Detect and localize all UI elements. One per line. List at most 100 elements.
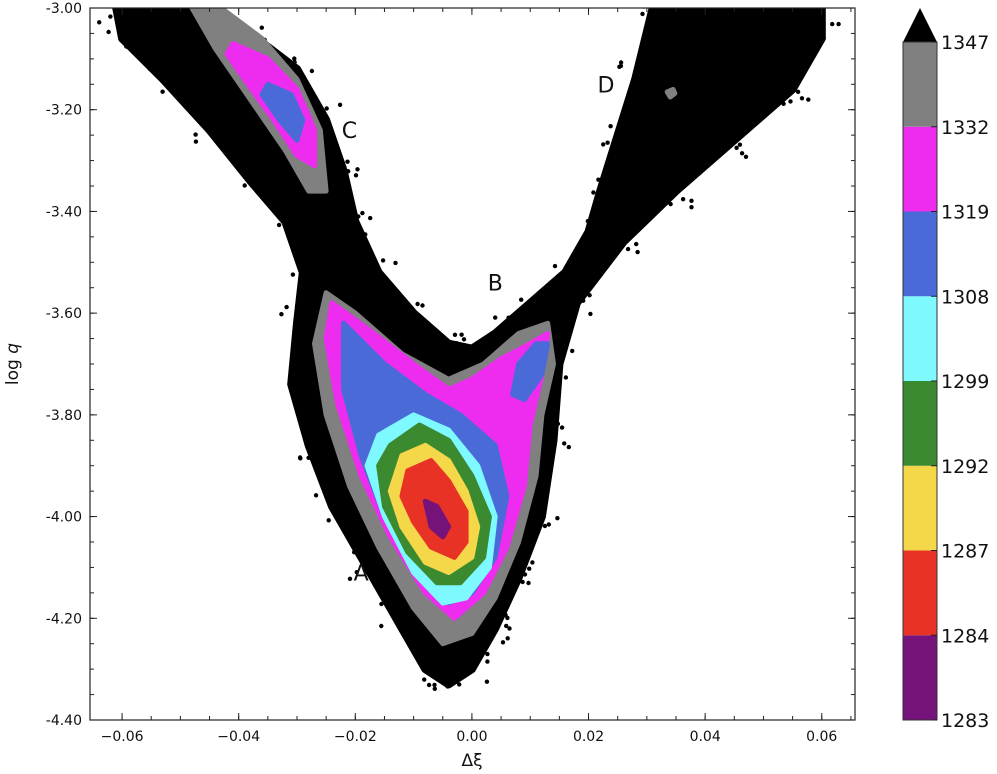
scatter-point: [544, 316, 550, 321]
scatter-point: [608, 124, 613, 129]
x-axis-label: Δξ: [461, 751, 482, 771]
colorbar-segment: [903, 126, 937, 212]
region-1308-1319: [259, 81, 306, 143]
scatter-point: [640, 90, 645, 95]
colorbar-segment: [903, 550, 937, 636]
scatter-point: [335, 169, 341, 174]
scatter-point: [558, 274, 563, 279]
scatter-point: [546, 522, 551, 527]
scatter-point: [562, 441, 567, 446]
scatter-point: [805, 0, 809, 1]
scatter-point: [136, 20, 142, 25]
scatter-point: [648, 60, 653, 66]
region-1332-1347: [664, 86, 678, 100]
colorbar-segment: [903, 381, 937, 466]
scatter-point: [329, 132, 334, 137]
scatter-point: [459, 332, 464, 337]
x-tick-label: −0.04: [217, 729, 260, 745]
scatter-point: [811, 41, 817, 46]
x-tick-label: 0.00: [456, 729, 487, 745]
scatter-point: [304, 332, 310, 337]
scatter-point: [821, 35, 826, 41]
scatter-point: [346, 494, 351, 499]
y-tick-label: -4.00: [46, 510, 82, 526]
colorbar: 1283 1284 1287 1292 1299 1308 1319 1332 1347: [902, 8, 989, 732]
colorbar-segment: [903, 635, 937, 720]
scatter-point: [164, 79, 169, 85]
y-tick-label: -3.40: [46, 204, 82, 220]
scatter-point: [108, 14, 113, 19]
scatter-point: [669, 174, 674, 179]
scatter-point: [415, 301, 420, 307]
axis-ticks: −0.06 −0.04 −0.02 0.00 0.02 0.04 0.06 -3.00 -3.2…: [46, 1, 855, 745]
scatter-point: [641, 80, 647, 85]
scatter-point: [334, 501, 339, 507]
scatter-point: [656, 15, 661, 20]
scatter-point: [276, 222, 282, 228]
scatter-point: [355, 167, 360, 172]
scatter-point: [600, 219, 605, 224]
scatter-point: [635, 249, 640, 255]
scatter-point: [276, 211, 281, 216]
scatter-point: [454, 341, 459, 346]
scatter-point: [606, 172, 611, 178]
scatter-point: [424, 324, 429, 330]
x-tick-label: 0.04: [690, 729, 721, 745]
colorbar-extend-triangle: [903, 8, 937, 42]
scatter-point: [732, 137, 737, 143]
x-tick-label: −0.02: [334, 729, 377, 745]
scatter-point: [830, 21, 835, 27]
scatter-point: [530, 517, 535, 522]
scatter-point: [354, 570, 359, 575]
scatter-point: [603, 189, 608, 194]
scatter-point: [299, 392, 305, 398]
y-tick-label: -4.40: [46, 713, 82, 729]
y-tick-label: -3.60: [46, 306, 82, 322]
scatter-point: [537, 298, 542, 303]
scatter-point: [319, 449, 324, 454]
scatter-point: [527, 566, 532, 571]
scatter-point: [338, 512, 343, 518]
scatter-point: [836, 21, 841, 27]
x-tick-label: 0.06: [806, 729, 837, 745]
scatter-point: [433, 341, 438, 346]
scatter-point: [471, 352, 477, 357]
scatter-point: [404, 604, 409, 610]
scatter-point: [500, 640, 506, 645]
scatter-point: [816, 3, 820, 7]
scatter-point: [526, 580, 531, 586]
colorbar-label: 1332: [941, 117, 989, 139]
colorbar-label: 1292: [941, 456, 989, 478]
scatter-point: [301, 266, 306, 271]
colorbar-label: 1287: [941, 541, 989, 563]
scatter-point: [284, 304, 289, 310]
scatter-point: [726, 134, 732, 140]
scatter-point: [520, 579, 525, 585]
scatter-point: [309, 68, 315, 74]
scatter-point: [689, 198, 694, 203]
scatter-point: [298, 221, 303, 227]
scatter-point: [359, 559, 365, 565]
scatter-point: [477, 340, 483, 345]
scatter-point: [426, 682, 432, 688]
scatter-point: [781, 101, 786, 107]
scatter-point: [199, 121, 205, 126]
scatter-point: [317, 437, 322, 442]
scatter-point: [559, 425, 565, 430]
scatter-point: [434, 676, 439, 681]
scatter-point: [300, 387, 306, 392]
scatter-point: [787, 73, 792, 78]
scatter-point: [324, 106, 329, 111]
scatter-point: [394, 302, 400, 307]
scatter-point: [541, 313, 546, 318]
scatter-point: [485, 651, 490, 657]
scatter-point: [586, 231, 591, 236]
scatter-point: [445, 672, 451, 678]
scatter-point: [809, 9, 815, 14]
colorbar-segment: [903, 211, 937, 297]
y-tick-label: -3.00: [46, 1, 82, 17]
scatter-point: [298, 456, 303, 461]
scatter-point: [795, 89, 801, 95]
scatter-point: [301, 370, 306, 376]
